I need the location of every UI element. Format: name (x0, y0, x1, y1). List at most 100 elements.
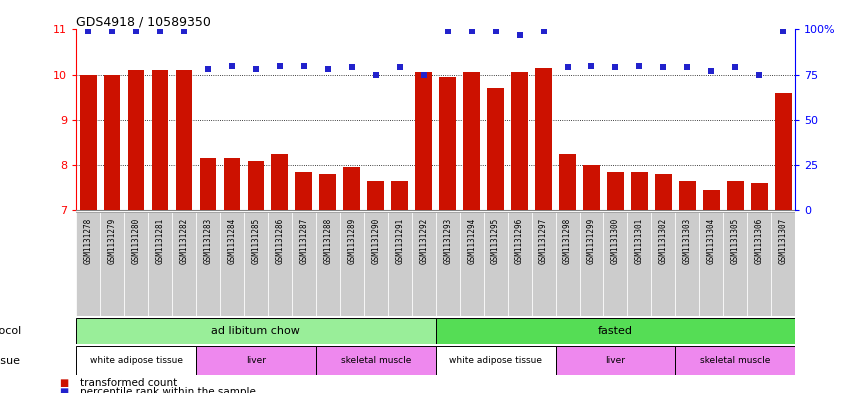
Bar (436, 346, 556, 375)
Point (129, 28, 143, 35)
Text: GSM1131281: GSM1131281 (156, 217, 164, 264)
Point (513, 32, 526, 38)
Bar (176, 70, 192, 210)
Text: GSM1131292: GSM1131292 (420, 217, 428, 264)
Bar (220, 212, 244, 316)
Bar (655, 174, 672, 210)
Text: white adipose tissue: white adipose tissue (449, 356, 542, 365)
Bar (772, 212, 795, 316)
Point (177, 28, 190, 35)
Point (393, 64, 406, 71)
Text: GSM1131280: GSM1131280 (132, 217, 140, 264)
Bar (464, 72, 480, 210)
Bar (436, 212, 459, 316)
Text: GSM1131295: GSM1131295 (492, 217, 500, 264)
Bar (196, 346, 316, 375)
Bar (459, 212, 484, 316)
Bar (412, 212, 436, 316)
Bar (392, 181, 408, 210)
Point (417, 72, 431, 78)
Point (561, 64, 574, 71)
Bar (124, 212, 148, 316)
Text: GSM1131302: GSM1131302 (659, 217, 667, 264)
Bar (703, 190, 720, 210)
Text: GSM1131305: GSM1131305 (731, 217, 739, 264)
Bar (316, 212, 340, 316)
Text: GSM1131294: GSM1131294 (467, 217, 476, 264)
Text: ad libitum chow: ad libitum chow (212, 326, 300, 336)
Bar (559, 154, 576, 210)
Text: GSM1131298: GSM1131298 (563, 217, 572, 264)
Text: GSM1131289: GSM1131289 (348, 217, 356, 264)
Bar (439, 77, 456, 210)
Text: GDS4918 / 10589350: GDS4918 / 10589350 (76, 15, 211, 28)
Text: GSM1131307: GSM1131307 (779, 217, 788, 264)
Point (273, 62, 287, 69)
Text: GSM1131299: GSM1131299 (587, 217, 596, 264)
Bar (364, 212, 387, 316)
Point (633, 62, 646, 69)
Text: tissue: tissue (0, 356, 21, 365)
Text: GSM1131290: GSM1131290 (371, 217, 380, 264)
Bar (387, 212, 412, 316)
Bar (723, 212, 747, 316)
Bar (76, 346, 196, 375)
Bar (100, 212, 124, 316)
Text: skeletal muscle: skeletal muscle (341, 356, 411, 365)
Bar (651, 212, 675, 316)
Bar (248, 160, 264, 210)
Point (585, 62, 598, 69)
Text: GSM1131285: GSM1131285 (251, 217, 261, 264)
Bar (76, 212, 100, 316)
Point (369, 72, 382, 78)
Text: GSM1131303: GSM1131303 (683, 217, 692, 264)
Text: GSM1131287: GSM1131287 (299, 217, 308, 264)
Bar (76, 318, 436, 344)
Bar (511, 72, 528, 210)
Point (321, 66, 334, 72)
Bar (775, 93, 792, 210)
Text: GSM1131306: GSM1131306 (755, 217, 764, 264)
Bar (580, 212, 603, 316)
Bar (223, 158, 240, 210)
Text: GSM1131301: GSM1131301 (635, 217, 644, 264)
Point (345, 64, 359, 71)
Bar (128, 70, 145, 210)
Bar (603, 212, 628, 316)
Point (201, 66, 215, 72)
Point (705, 68, 718, 74)
Text: GSM1131291: GSM1131291 (395, 217, 404, 264)
Bar (272, 154, 288, 210)
Point (608, 64, 622, 71)
Bar (415, 72, 432, 210)
Text: GSM1131283: GSM1131283 (204, 217, 212, 264)
Bar (320, 174, 336, 210)
Bar (607, 172, 624, 210)
Bar (200, 158, 217, 210)
Bar (631, 172, 648, 210)
Bar (556, 212, 580, 316)
Bar (628, 212, 651, 316)
Bar (292, 212, 316, 316)
Bar (556, 346, 675, 375)
Bar (80, 75, 96, 210)
Point (441, 28, 454, 35)
Point (777, 28, 790, 35)
Bar (727, 181, 744, 210)
Point (81, 28, 95, 35)
Point (680, 64, 694, 71)
Point (153, 28, 167, 35)
Text: GSM1131288: GSM1131288 (323, 217, 332, 264)
Point (536, 28, 550, 35)
Bar (148, 212, 172, 316)
Bar (316, 346, 436, 375)
Text: percentile rank within the sample: percentile rank within the sample (80, 387, 256, 393)
Bar (196, 212, 220, 316)
Text: GSM1131293: GSM1131293 (443, 217, 452, 264)
Text: fasted: fasted (598, 326, 633, 336)
Text: ■: ■ (59, 387, 69, 393)
Point (752, 72, 766, 78)
Point (656, 64, 670, 71)
Bar (583, 165, 600, 210)
Bar (751, 183, 767, 210)
